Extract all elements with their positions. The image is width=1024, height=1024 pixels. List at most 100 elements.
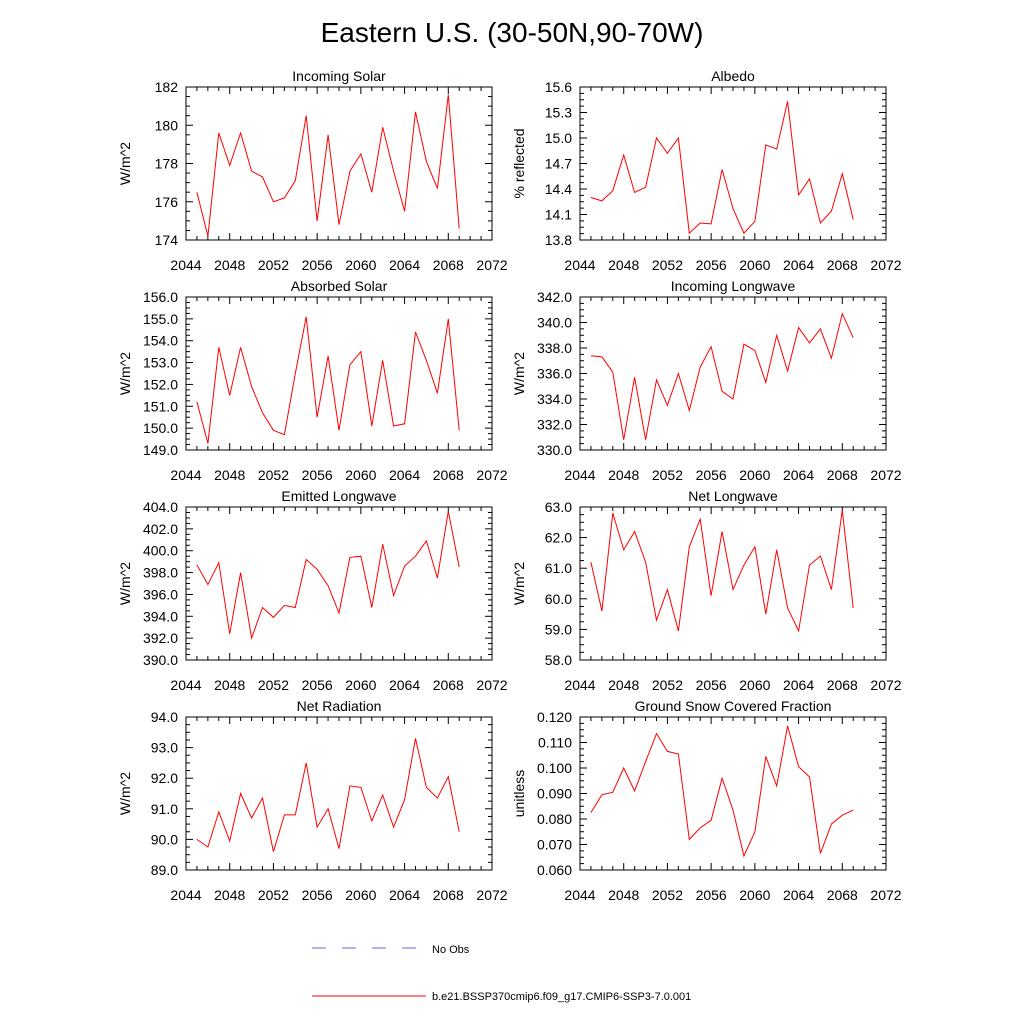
- y-axis-label-net-radiation: W/m^2: [117, 772, 133, 815]
- y-tick-label-incoming-longwave: 340.0: [537, 315, 572, 331]
- plot-frame-emitted-longwave: [185, 506, 493, 661]
- x-tick-label-net-longwave: 2072: [870, 677, 901, 693]
- y-tick-label-ground-snow-covered-fraction: 0.060: [537, 862, 572, 878]
- y-tick-label-incoming-solar: 176: [155, 194, 179, 210]
- panel-title-incoming-longwave: Incoming Longwave: [671, 278, 796, 294]
- x-tick-label-absorbed-solar: 2048: [214, 467, 245, 483]
- x-tick-label-net-radiation: 2056: [302, 887, 333, 903]
- x-tick-label-emitted-longwave: 2044: [170, 677, 201, 693]
- y-tick-label-ground-snow-covered-fraction: 0.100: [537, 760, 572, 776]
- x-tick-label-ground-snow-covered-fraction: 2068: [827, 887, 858, 903]
- x-tick-label-incoming-longwave: 2064: [783, 467, 814, 483]
- y-axis-label-incoming-solar: W/m^2: [117, 142, 133, 185]
- x-tick-label-ground-snow-covered-fraction: 2072: [870, 887, 901, 903]
- x-tick-label-incoming-solar: 2048: [214, 257, 245, 273]
- x-tick-label-incoming-longwave: 2052: [652, 467, 683, 483]
- series-line-incoming-longwave: [590, 312, 854, 440]
- y-axis-label-incoming-longwave: W/m^2: [511, 352, 527, 395]
- x-tick-label-ground-snow-covered-fraction: 2056: [696, 887, 727, 903]
- y-tick-label-ground-snow-covered-fraction: 0.080: [537, 811, 572, 827]
- x-tick-label-emitted-longwave: 2048: [214, 677, 245, 693]
- panel-title-absorbed-solar: Absorbed Solar: [291, 278, 388, 294]
- y-tick-label-emitted-longwave: 392.0: [143, 630, 178, 646]
- x-tick-label-emitted-longwave: 2068: [433, 677, 464, 693]
- x-tick-label-incoming-solar: 2064: [389, 257, 420, 273]
- x-tick-label-albedo: 2064: [783, 257, 814, 273]
- y-tick-label-ground-snow-covered-fraction: 0.090: [537, 786, 572, 802]
- figure-title: Eastern U.S. (30-50N,90-70W): [321, 17, 704, 48]
- y-tick-label-net-longwave: 61.0: [545, 560, 572, 576]
- x-tick-label-incoming-longwave: 2060: [739, 467, 770, 483]
- x-tick-label-net-radiation: 2068: [433, 887, 464, 903]
- y-axis-label-absorbed-solar: W/m^2: [117, 352, 133, 395]
- y-axis-label-ground-snow-covered-fraction: unitless: [511, 770, 527, 817]
- x-tick-label-net-longwave: 2048: [608, 677, 639, 693]
- x-tick-label-incoming-solar: 2060: [345, 257, 376, 273]
- y-tick-label-incoming-solar: 182: [155, 79, 179, 95]
- series-line-emitted-longwave: [196, 511, 460, 641]
- x-tick-label-absorbed-solar: 2056: [302, 467, 333, 483]
- plot-frame-ground-snow-covered-fraction: [579, 716, 887, 871]
- y-tick-label-incoming-longwave: 336.0: [537, 366, 572, 382]
- x-tick-label-albedo: 2068: [827, 257, 858, 273]
- x-tick-label-absorbed-solar: 2044: [170, 467, 201, 483]
- x-tick-label-absorbed-solar: 2072: [476, 467, 507, 483]
- y-tick-label-net-radiation: 92.0: [151, 770, 178, 786]
- x-tick-label-ground-snow-covered-fraction: 2064: [783, 887, 814, 903]
- y-tick-label-incoming-longwave: 334.0: [537, 391, 572, 407]
- y-tick-label-incoming-longwave: 338.0: [537, 340, 572, 356]
- y-tick-label-net-radiation: 91.0: [151, 801, 178, 817]
- y-tick-label-net-radiation: 93.0: [151, 740, 178, 756]
- series-line-incoming-solar: [196, 94, 460, 237]
- series-line-net-radiation: [196, 738, 460, 852]
- y-tick-label-emitted-longwave: 402.0: [143, 521, 178, 537]
- panel-title-ground-snow-covered-fraction: Ground Snow Covered Fraction: [635, 698, 832, 714]
- x-tick-label-incoming-longwave: 2044: [564, 467, 595, 483]
- y-tick-label-albedo: 14.1: [545, 207, 572, 223]
- y-tick-label-albedo: 14.4: [545, 181, 572, 197]
- y-tick-label-emitted-longwave: 396.0: [143, 586, 178, 602]
- y-tick-label-incoming-solar: 178: [155, 156, 179, 172]
- y-tick-label-ground-snow-covered-fraction: 0.120: [537, 709, 572, 725]
- y-tick-label-net-radiation: 89.0: [151, 862, 178, 878]
- x-tick-label-emitted-longwave: 2056: [302, 677, 333, 693]
- x-tick-label-net-radiation: 2064: [389, 887, 420, 903]
- y-tick-label-absorbed-solar: 155.0: [143, 311, 178, 327]
- y-tick-label-emitted-longwave: 404.0: [143, 499, 178, 515]
- x-tick-label-net-radiation: 2060: [345, 887, 376, 903]
- x-tick-label-incoming-longwave: 2048: [608, 467, 639, 483]
- series-line-albedo: [590, 101, 854, 235]
- y-tick-label-net-radiation: 94.0: [151, 709, 178, 725]
- x-tick-label-albedo: 2056: [696, 257, 727, 273]
- legend: No Obs b.e21.BSSP370cmip6.f09_g17.CMIP6-…: [312, 944, 691, 1003]
- x-tick-label-absorbed-solar: 2052: [258, 467, 289, 483]
- y-tick-label-net-longwave: 63.0: [545, 499, 572, 515]
- y-axis-label-emitted-longwave: W/m^2: [117, 562, 133, 605]
- y-tick-label-albedo: 15.0: [545, 130, 572, 146]
- x-tick-label-net-radiation: 2052: [258, 887, 289, 903]
- panel-absorbed-solar: Absorbed Solar W/m^2 149.0 150.0 151.0 152.0 1…: [117, 278, 508, 483]
- x-tick-label-absorbed-solar: 2060: [345, 467, 376, 483]
- y-tick-label-incoming-longwave: 332.0: [537, 417, 572, 433]
- x-tick-label-albedo: 2048: [608, 257, 639, 273]
- y-tick-label-incoming-solar: 180: [155, 117, 179, 133]
- x-tick-label-ground-snow-covered-fraction: 2048: [608, 887, 639, 903]
- x-tick-label-net-longwave: 2064: [783, 677, 814, 693]
- y-tick-label-emitted-longwave: 390.0: [143, 652, 178, 668]
- y-tick-label-absorbed-solar: 153.0: [143, 355, 178, 371]
- panel-incoming-solar: Incoming Solar W/m^2 174 176 178 180 182 2044 20…: [117, 68, 508, 273]
- y-tick-label-albedo: 13.8: [545, 232, 572, 248]
- panel-incoming-longwave: Incoming Longwave W/m^2 330.0 332.0 334.0 336…: [511, 278, 902, 483]
- x-tick-label-albedo: 2072: [870, 257, 901, 273]
- y-tick-label-incoming-longwave: 342.0: [537, 289, 572, 305]
- y-tick-label-absorbed-solar: 154.0: [143, 333, 178, 349]
- x-tick-label-emitted-longwave: 2064: [389, 677, 420, 693]
- x-tick-label-incoming-longwave: 2056: [696, 467, 727, 483]
- x-tick-label-albedo: 2052: [652, 257, 683, 273]
- x-tick-label-emitted-longwave: 2060: [345, 677, 376, 693]
- x-tick-label-net-radiation: 2048: [214, 887, 245, 903]
- x-tick-label-albedo: 2044: [564, 257, 595, 273]
- y-tick-label-ground-snow-covered-fraction: 0.110: [538, 735, 572, 751]
- panel-title-net-radiation: Net Radiation: [297, 698, 382, 714]
